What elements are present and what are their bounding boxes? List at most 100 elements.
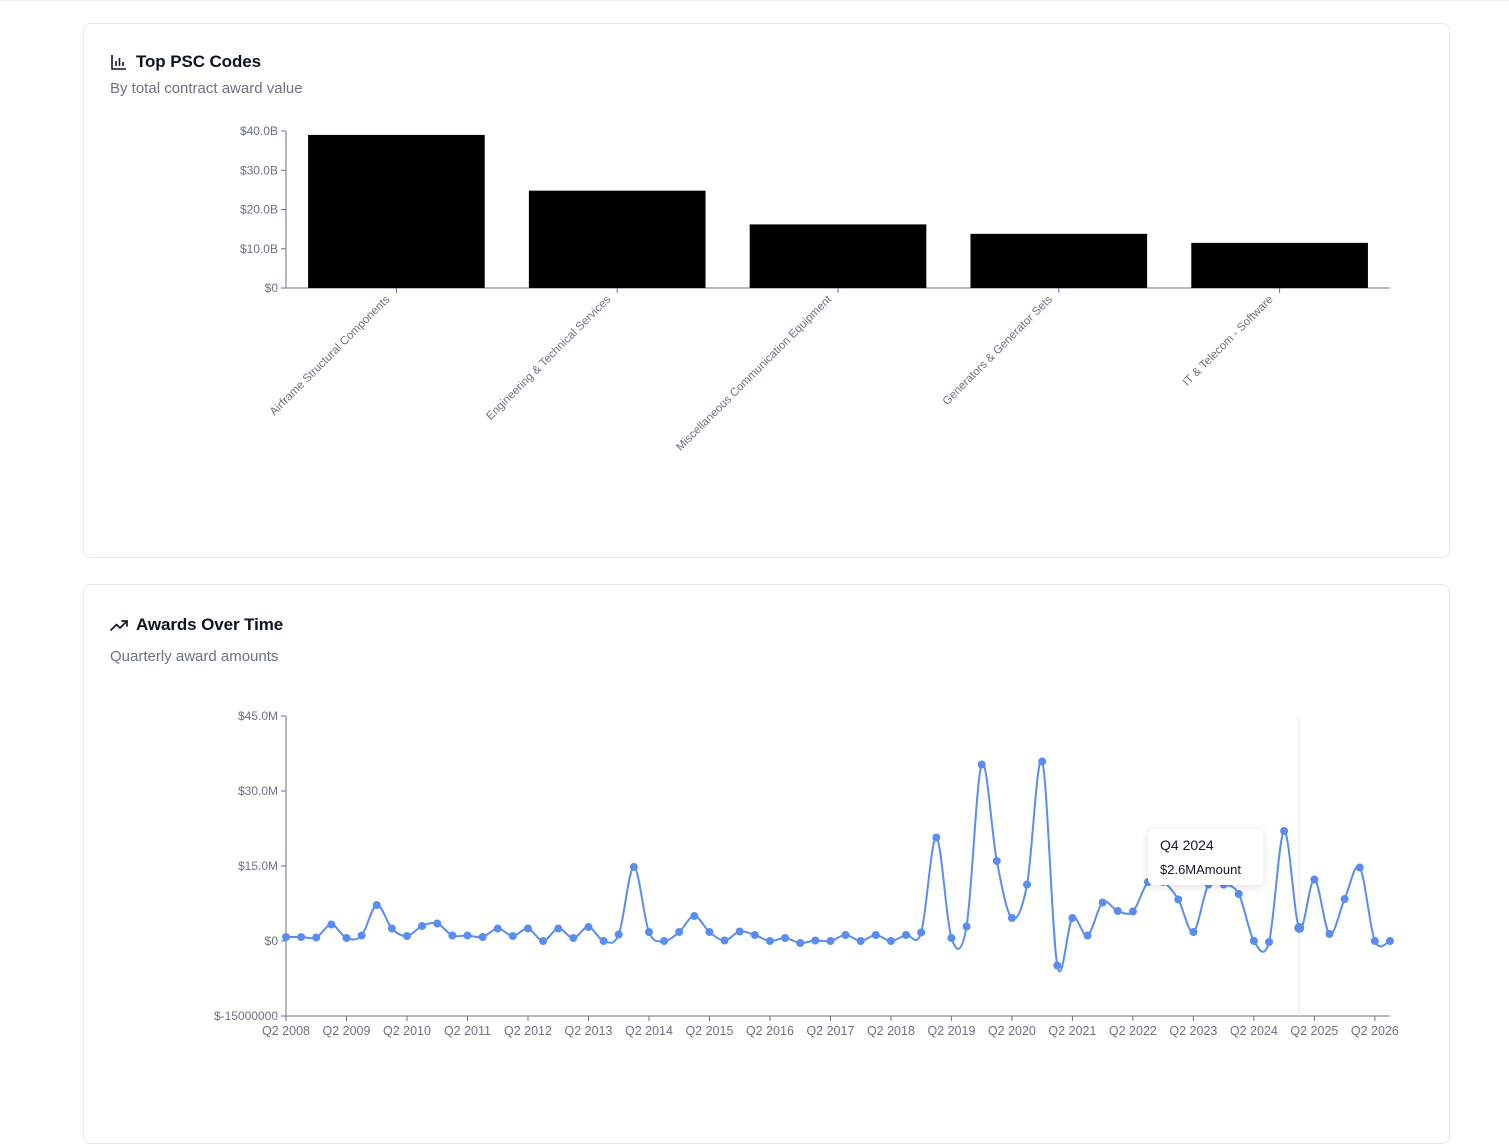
data-point	[433, 919, 442, 928]
tooltip-label: Amount	[1196, 862, 1241, 877]
data-point	[781, 934, 790, 942]
top-psc-codes-card: Top PSC Codes By total contract award va…	[83, 23, 1450, 558]
data-point	[992, 857, 1001, 865]
data-point	[1174, 895, 1183, 904]
psc-card-header: Top PSC Codes	[110, 52, 261, 72]
psc-card-title: Top PSC Codes	[136, 52, 261, 71]
data-point	[735, 927, 744, 936]
data-point	[539, 937, 548, 945]
tooltip-value-row: $2.6MAmount	[1160, 862, 1251, 877]
data-point	[811, 936, 820, 945]
data-point	[1038, 757, 1047, 766]
x-tick-label: Q2 2013	[564, 1024, 612, 1038]
data-point	[387, 924, 396, 933]
data-point	[932, 833, 941, 842]
data-point	[614, 930, 623, 939]
x-tick-label: Q2 2014	[625, 1024, 673, 1038]
data-point	[1280, 827, 1289, 835]
data-point	[297, 933, 306, 941]
data-point	[372, 901, 381, 909]
data-point	[1113, 907, 1122, 915]
bar	[749, 224, 927, 288]
data-point	[826, 937, 835, 945]
data-point	[282, 933, 290, 941]
tooltip-value: $2.6M	[1160, 862, 1197, 877]
bar	[308, 134, 485, 288]
data-point	[1265, 938, 1274, 946]
y-tick-label: $30.0M	[238, 784, 278, 798]
x-tick-label: Q2 2011	[444, 1024, 491, 1038]
psc-card-subtitle: By total contract award value	[110, 80, 303, 97]
x-tick-label: Q2 2018	[867, 1024, 915, 1038]
data-point	[418, 922, 427, 930]
x-tick-label: Q2 2010	[383, 1024, 431, 1038]
data-point	[675, 928, 684, 936]
awards-line-chart[interactable]: $-15000000 $0 $15.0M $30.0M $45.0M Q2 2008 Q2 …	[84, 585, 1449, 1145]
x-tick-label: Q2 2021	[1048, 1024, 1096, 1038]
x-tick-label: Q2 2015	[685, 1024, 733, 1038]
data-point	[1340, 895, 1349, 903]
data-point	[1355, 863, 1364, 872]
x-tick-label: Engineering & Technical Services	[484, 293, 613, 422]
x-tick-label: IT & Telecom - Software	[1181, 294, 1276, 389]
data-point	[660, 937, 669, 945]
data-point	[1098, 898, 1107, 907]
y-tick-label: $20.0B	[240, 203, 278, 217]
x-tick-label: Q2 2017	[806, 1024, 854, 1038]
top-divider	[0, 0, 1509, 1]
x-tick-label: Q2 2009	[323, 1024, 371, 1038]
data-point	[448, 931, 457, 940]
data-point	[1007, 914, 1016, 922]
data-point	[493, 924, 502, 933]
y-tick-label: $-15000000	[214, 1009, 278, 1023]
awards-over-time-card: Awards Over Time Quarterly award amounts…	[83, 584, 1450, 1144]
bar-chart-icon	[111, 55, 126, 70]
data-point	[463, 931, 472, 940]
data-point	[917, 928, 926, 937]
data-point	[1370, 937, 1379, 945]
data-point	[750, 931, 759, 939]
data-point	[357, 931, 366, 940]
data-point	[1386, 937, 1394, 945]
data-point	[402, 932, 411, 940]
data-point	[1234, 890, 1243, 898]
data-point	[508, 932, 517, 940]
bar	[970, 233, 1148, 288]
y-tick-label: $0	[265, 281, 279, 295]
data-point	[584, 923, 593, 931]
awards-card-title: Awards Over Time	[136, 615, 284, 634]
data-point	[569, 934, 578, 942]
x-tick-label: Generators & Generator Sets	[941, 293, 1055, 407]
data-point	[720, 936, 729, 945]
data-point	[902, 931, 911, 939]
y-tick-label: $15.0M	[238, 859, 278, 873]
data-point	[871, 931, 880, 939]
trending-up-icon	[110, 620, 128, 631]
bar	[528, 190, 706, 288]
x-tick-label: Q2 2026	[1351, 1024, 1399, 1038]
x-tick-label: Q2 2025	[1290, 1024, 1338, 1038]
data-point	[947, 934, 956, 942]
y-tick-label: $10.0B	[240, 242, 278, 256]
data-point	[1128, 907, 1137, 916]
data-point	[478, 933, 487, 941]
data-point	[342, 934, 351, 942]
x-tick-label: Q2 2024	[1230, 1024, 1278, 1038]
data-point	[599, 937, 608, 945]
data-point	[886, 937, 895, 945]
y-tick-label: $40.0B	[240, 124, 278, 138]
data-point	[1294, 923, 1305, 933]
data-point	[1325, 930, 1334, 938]
data-point	[312, 933, 321, 942]
data-point	[765, 937, 774, 945]
data-point	[690, 912, 699, 920]
data-point	[1068, 914, 1077, 922]
data-point	[1083, 931, 1092, 940]
bar	[1191, 242, 1368, 288]
y-tick-label: $30.0B	[240, 163, 278, 177]
data-point	[1053, 961, 1062, 970]
data-point	[644, 928, 653, 936]
data-point	[977, 760, 986, 769]
x-tick-label: Airframe Structural Components	[268, 293, 393, 418]
x-tick-label: Q2 2008	[262, 1024, 310, 1038]
